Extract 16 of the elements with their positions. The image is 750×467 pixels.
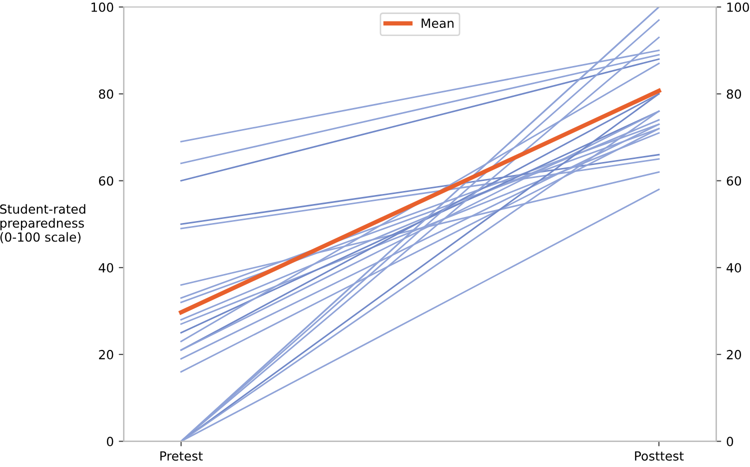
- y-tick-label: 80: [98, 89, 114, 99]
- y-tick-label: 0: [106, 436, 114, 446]
- y2-tick-label: 100: [727, 2, 749, 12]
- y-axis-title: Student-rated preparedness (0-100 scale): [0, 204, 86, 244]
- y2-tick-label: 80: [726, 89, 742, 99]
- x-tick-label: Pretest: [160, 451, 203, 461]
- y-tick-label: 40: [98, 263, 114, 273]
- legend-label: Mean: [422, 18, 454, 28]
- y2-tick-label: 60: [726, 176, 742, 186]
- x-tick-label: Posttest: [635, 451, 684, 461]
- y-tick-label: 20: [99, 350, 114, 360]
- y-tick-label: 60: [98, 176, 114, 186]
- y2-tick-label: 40: [726, 263, 742, 273]
- y-tick-label: 100: [92, 2, 114, 12]
- y2-tick-label: 20: [726, 350, 742, 360]
- y2-tick-label: 0: [726, 436, 734, 446]
